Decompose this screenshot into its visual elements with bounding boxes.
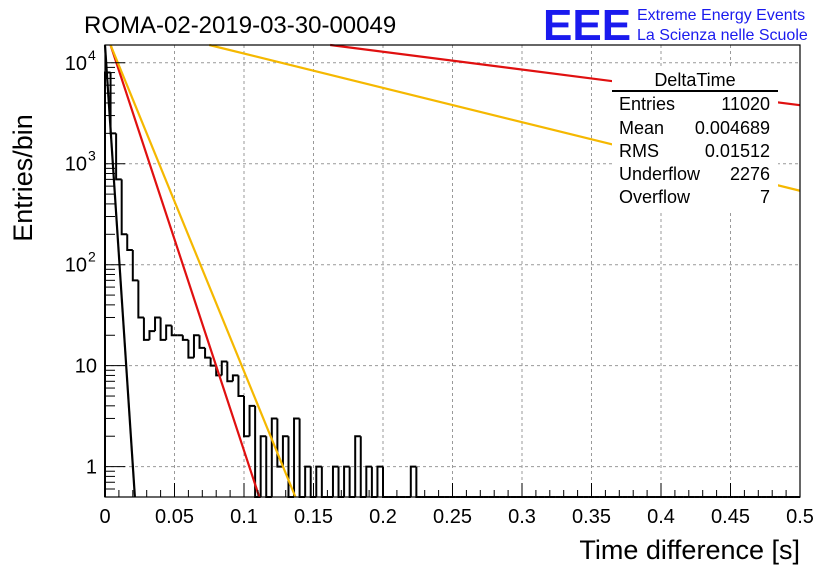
stats-label-underflow: Underflow: [619, 164, 701, 184]
chart-title: ROMA-02-2019-03-30-00049: [84, 12, 396, 39]
stats-label-entries: Entries: [619, 94, 675, 114]
y-tick-exponent: 3: [88, 148, 96, 164]
histogram-bin: [131, 249, 139, 282]
histogram-bin: [115, 133, 122, 181]
eee-logo-mark: EEE: [543, 1, 631, 50]
histogram-bin: [415, 466, 422, 498]
eee-logo-line1: Extreme Energy Events: [637, 7, 805, 24]
stats-value-rms: 0.01512: [705, 141, 770, 161]
histogram-bin: [204, 347, 211, 359]
y-tick-label: 10: [65, 154, 87, 176]
x-tick-label: 0.2: [369, 506, 397, 528]
stats-box-title: DeltaTime: [654, 70, 735, 90]
histogram-bin: [376, 465, 383, 497]
histogram-bin: [165, 324, 172, 340]
x-tick-label: 0.25: [433, 506, 472, 528]
stats-value-underflow: 2276: [730, 164, 770, 184]
y-axis-label: Entries/bin: [8, 114, 38, 242]
histogram-bin: [154, 316, 161, 332]
x-tick-label: 0.1: [230, 506, 258, 528]
histogram-bin: [331, 465, 339, 497]
histogram-bin: [276, 418, 283, 468]
histogram-bin: [226, 361, 233, 383]
eee-logo-line2: La Scienza nelle Scuole: [637, 27, 808, 44]
x-tick-label: 0.05: [155, 506, 194, 528]
y-tick-exponent: 2: [88, 249, 96, 265]
fit-curve: [109, 44, 261, 498]
histogram-bin: [365, 465, 372, 497]
y-tick-label: 10: [65, 255, 87, 277]
stats-label-mean: Mean: [619, 118, 664, 138]
stats-value-mean: 0.004689: [695, 118, 770, 138]
x-tick-label: 0.45: [711, 506, 750, 528]
histogram-bin: [293, 417, 300, 497]
histogram-bin: [209, 357, 217, 367]
histogram-bin: [159, 317, 167, 341]
x-tick-label: 0.35: [572, 506, 611, 528]
stats-box: DeltaTime Entries 11020 Mean 0.004689 RM…: [612, 68, 778, 210]
histogram-bin: [354, 435, 361, 497]
histogram-bin: [104, 71, 111, 497]
histogram-bin: [382, 466, 389, 498]
histogram-bin: [248, 404, 256, 437]
tick-labels: 0 0.05 0.1 0.15 0.2 0.25 0.3 0.35 0.4 0.45 0.5 1 10 1…: [65, 47, 814, 528]
histogram-bin: [237, 375, 244, 398]
stats-value-overflow: 7: [760, 187, 770, 207]
histogram-bin: [231, 374, 239, 382]
histogram-bin: [170, 325, 178, 337]
histogram-bin: [281, 435, 289, 467]
x-tick-label: 0.5: [786, 506, 814, 528]
axis-ticks: [104, 62, 801, 498]
histogram-bin: [315, 465, 322, 497]
y-tick-label: 1: [86, 457, 97, 479]
x-tick-label: 0: [99, 506, 110, 528]
histogram-bin: [142, 317, 150, 341]
fit-curve: [109, 44, 297, 498]
x-tick-label: 0.15: [294, 506, 333, 528]
histogram-bin: [198, 335, 206, 349]
x-tick-label: 0.3: [508, 506, 536, 528]
stats-label-overflow: Overflow: [619, 187, 691, 207]
y-tick-exponent: 4: [88, 47, 96, 63]
histogram-bin: [343, 465, 350, 497]
eee-logo: EEE Extreme Energy Events La Scienza nel…: [543, 1, 808, 50]
histogram-bin: [137, 280, 144, 319]
y-tick-label: 10: [75, 356, 97, 378]
histogram-bin: [304, 465, 311, 497]
y-tick-label: 10: [65, 53, 87, 75]
fit-curve: [103, 44, 136, 498]
stats-value-entries: 11020: [721, 94, 770, 114]
histogram-bin: [181, 335, 189, 341]
x-axis-label: Time difference [s]: [579, 535, 800, 565]
histogram-bin: [126, 234, 133, 251]
histogram-bin: [270, 417, 278, 497]
histogram-bin: [320, 466, 328, 498]
x-tick-label: 0.4: [647, 506, 675, 528]
histogram-bin: [120, 179, 128, 236]
histogram-bin: [187, 339, 194, 359]
histogram-bin: [409, 465, 417, 497]
stats-label-rms: RMS: [619, 141, 659, 161]
histogram-bin: [192, 334, 200, 358]
histogram-bin: [259, 435, 267, 497]
histogram-bin: [243, 396, 250, 438]
histogram-bin: [148, 330, 156, 340]
histogram-bin: [220, 360, 228, 376]
